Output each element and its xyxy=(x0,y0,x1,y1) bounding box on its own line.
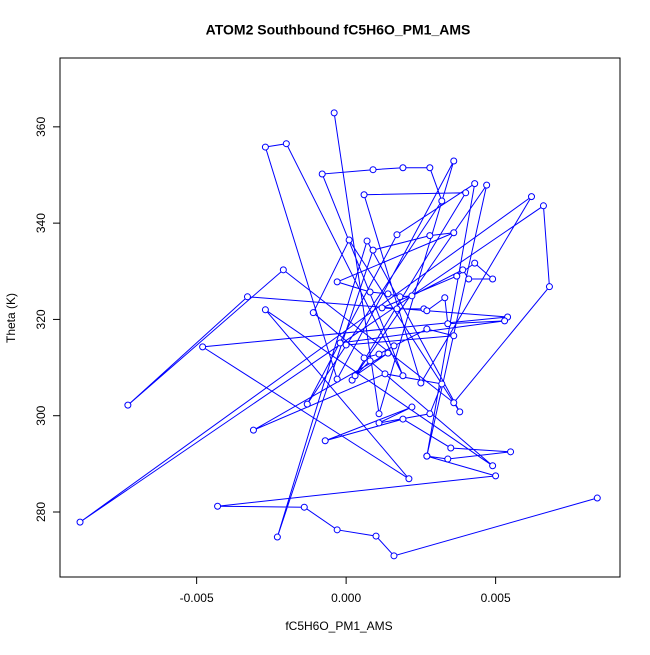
data-point xyxy=(405,475,413,483)
data-point xyxy=(459,266,467,274)
data-point xyxy=(399,372,407,380)
data-point xyxy=(390,552,398,560)
data-point xyxy=(321,437,329,445)
data-point xyxy=(199,343,207,351)
data-point xyxy=(393,305,401,313)
y-axis-label: Theta (K) xyxy=(4,293,18,343)
data-point xyxy=(545,283,553,291)
data-point xyxy=(360,191,368,199)
data-point xyxy=(390,342,398,350)
data-point xyxy=(333,526,341,534)
data-point xyxy=(282,140,290,148)
x-axis-label: fC5H6O_PM1_AMS xyxy=(285,619,392,633)
data-point xyxy=(378,304,386,312)
data-point xyxy=(417,379,425,387)
data-point xyxy=(300,503,308,511)
data-point xyxy=(375,350,383,358)
data-point xyxy=(447,444,455,452)
data-point xyxy=(366,357,374,365)
data-point xyxy=(384,349,392,357)
data-point xyxy=(396,293,404,301)
data-point xyxy=(336,339,344,347)
data-point xyxy=(261,306,269,314)
data-point xyxy=(408,292,416,300)
y-tick-label: 300 xyxy=(34,405,48,425)
data-point xyxy=(450,332,458,340)
data-point xyxy=(528,193,536,201)
data-point xyxy=(124,401,132,409)
y-tick-label: 360 xyxy=(34,117,48,137)
data-point xyxy=(249,426,257,434)
data-point xyxy=(303,400,311,408)
data-point xyxy=(408,403,416,411)
data-point xyxy=(76,518,84,526)
data-point xyxy=(243,293,251,301)
data-point xyxy=(384,290,392,298)
data-point xyxy=(471,180,479,188)
data-point xyxy=(360,354,368,362)
x-tick-label: -0.005 xyxy=(180,591,214,605)
data-point xyxy=(450,229,458,237)
data-point xyxy=(333,278,341,286)
data-point xyxy=(593,494,601,502)
data-point xyxy=(273,533,281,541)
data-point xyxy=(366,288,374,296)
data-point xyxy=(492,472,500,480)
data-point xyxy=(438,197,446,205)
data-point xyxy=(372,532,380,540)
data-point xyxy=(375,419,383,427)
data-point xyxy=(381,370,389,378)
data-point xyxy=(465,275,473,283)
data-point xyxy=(444,455,452,463)
x-tick-label: 0.005 xyxy=(481,591,511,605)
data-point xyxy=(489,275,497,283)
data-point xyxy=(426,164,434,172)
data-point xyxy=(444,320,452,328)
data-point xyxy=(426,232,434,240)
data-point xyxy=(393,231,401,239)
data-point xyxy=(507,448,515,456)
data-point xyxy=(501,317,509,325)
data-point xyxy=(539,202,547,210)
data-point xyxy=(345,236,353,244)
data-point xyxy=(309,309,317,317)
data-point xyxy=(450,157,458,165)
y-tick-label: 340 xyxy=(34,213,48,233)
data-point xyxy=(318,170,326,178)
data-point xyxy=(399,164,407,172)
data-point xyxy=(441,294,449,302)
data-point xyxy=(279,266,287,274)
data-point xyxy=(399,415,407,423)
data-line xyxy=(79,112,598,557)
data-point xyxy=(426,410,434,418)
data-point xyxy=(375,410,383,418)
data-point xyxy=(423,307,431,315)
data-point xyxy=(369,246,377,254)
y-tick-label: 280 xyxy=(34,502,48,522)
chart-title: ATOM2 Southbound fC5H6O_PM1_AMS xyxy=(206,22,471,38)
data-point xyxy=(333,375,341,383)
data-point xyxy=(351,372,359,380)
data-point xyxy=(369,166,377,174)
data-point xyxy=(450,399,458,407)
data-point xyxy=(363,237,371,245)
data-point xyxy=(489,462,497,470)
y-tick-label: 320 xyxy=(34,309,48,329)
data-point xyxy=(456,408,464,416)
data-point xyxy=(214,502,222,510)
data-point xyxy=(261,143,269,151)
data-point xyxy=(330,109,338,117)
data-point xyxy=(342,341,350,349)
data-point xyxy=(483,181,491,189)
data-point xyxy=(453,272,461,280)
data-point xyxy=(471,259,479,267)
x-tick-label: 0.000 xyxy=(331,591,361,605)
data-point xyxy=(462,189,470,197)
data-point xyxy=(438,380,446,388)
data-point xyxy=(423,452,431,460)
plot-frame xyxy=(59,57,621,578)
data-point xyxy=(423,325,431,333)
